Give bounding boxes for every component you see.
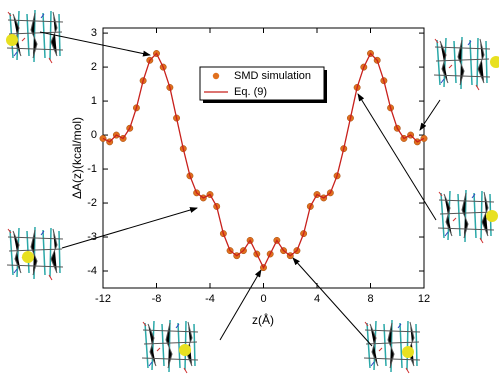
ion xyxy=(6,34,18,46)
y-tick-label: -1 xyxy=(87,163,97,175)
y-tick-label: -3 xyxy=(87,231,97,243)
ion xyxy=(486,210,498,222)
x-tick-label: -12 xyxy=(95,293,111,305)
x-tick-label: 0 xyxy=(260,293,266,305)
x-tick-label: 4 xyxy=(314,293,320,305)
y-tick-label: 0 xyxy=(91,129,97,141)
x-tick-label: 8 xyxy=(367,293,373,305)
molecule-image xyxy=(438,190,494,243)
legend-marker xyxy=(213,73,219,79)
molecule-image xyxy=(434,37,490,90)
arrow xyxy=(62,208,197,248)
legend-label: SMD simulation xyxy=(234,70,311,82)
arrow xyxy=(293,258,372,346)
molecule-image xyxy=(364,320,420,373)
x-axis-label: z(Å) xyxy=(252,312,274,327)
arrow xyxy=(220,270,261,340)
data-point xyxy=(100,135,106,141)
chart: z(Å) ΔA(z)(kcal/mol) SMD simulation Eq. (… xyxy=(0,0,499,384)
ion xyxy=(402,346,414,358)
ion xyxy=(490,56,499,68)
x-tick-label: -8 xyxy=(152,293,162,305)
y-tick-label: -2 xyxy=(87,197,97,209)
y-tick-label: 2 xyxy=(91,61,97,73)
x-tick-label: -4 xyxy=(205,293,215,305)
legend-label: Eq. (9) xyxy=(234,86,267,98)
y-axis-label: ΔA(z)(kcal/mol) xyxy=(70,117,84,199)
ion xyxy=(179,344,191,356)
molecule-image xyxy=(7,227,63,280)
y-tick-label: 3 xyxy=(91,27,97,39)
x-tick-label: 12 xyxy=(418,293,430,305)
y-tick-label: 1 xyxy=(91,95,97,107)
legend: SMD simulation Eq. (9) xyxy=(200,67,327,103)
y-tick-label: -4 xyxy=(87,265,97,277)
data-point xyxy=(421,135,427,141)
arrow xyxy=(420,100,440,130)
ion xyxy=(22,251,34,263)
